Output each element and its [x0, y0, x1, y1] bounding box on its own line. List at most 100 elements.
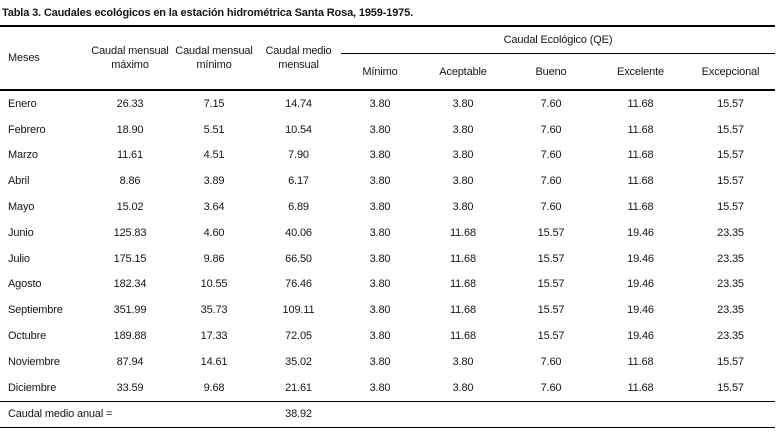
month-cell: Agosto: [8, 278, 42, 291]
value-cell: 11.68: [450, 252, 476, 265]
header-line: mínimo: [196, 59, 232, 71]
value-cell: 3.80: [369, 278, 391, 291]
value-cell: 3.80: [452, 381, 474, 394]
value-cell: 17.33: [200, 330, 228, 343]
value-cell: 175.15: [113, 252, 147, 265]
value-cell: 125.83: [113, 226, 147, 239]
value-cell: 189.88: [113, 330, 147, 343]
value-cell: 15.57: [717, 97, 744, 110]
value-cell: 3.80: [369, 355, 391, 368]
table-row: Junio 125.83 4.60 40.06 3.80 11.68 15.57…: [0, 220, 775, 246]
value-cell: 8.86: [119, 175, 141, 188]
col-header-caudal-minimo: Caudal mensual mínimo: [172, 26, 256, 91]
header-line: Caudal mensual: [91, 45, 169, 57]
value-cell: 19.46: [627, 252, 654, 265]
footer-label: Caudal medio anual =: [0, 400, 256, 428]
month-cell: Julio: [8, 252, 30, 265]
col-header-qe-minimo: Mínimo: [341, 53, 419, 91]
value-cell: 11.68: [627, 175, 654, 188]
value-cell: 351.99: [113, 304, 147, 317]
value-cell: 3.80: [369, 330, 391, 343]
value-cell: 11.68: [627, 355, 654, 368]
col-header-caudal-medio: Caudal medio mensual: [256, 26, 341, 91]
value-cell: 3.80: [369, 97, 391, 110]
header-line: Caudal mensual: [175, 45, 253, 57]
header-line: máximo: [111, 59, 149, 71]
value-cell: 23.35: [717, 252, 744, 265]
table-row: Marzo 11.61 4.51 7.90 3.80 3.80 7.60 11.…: [0, 143, 775, 169]
footer-empty-cells: [341, 400, 775, 428]
value-cell: 3.80: [452, 355, 474, 368]
value-cell: 3.80: [452, 201, 474, 214]
value-cell: 3.89: [203, 175, 225, 188]
month-cell: Junio: [8, 226, 34, 239]
value-cell: 7.60: [540, 381, 562, 394]
month-cell: Abril: [8, 175, 30, 188]
value-cell: 3.80: [369, 304, 391, 317]
value-cell: 33.59: [116, 381, 144, 394]
value-cell: 4.60: [203, 226, 225, 239]
value-cell: 3.80: [369, 226, 391, 239]
value-cell: 15.57: [717, 355, 744, 368]
value-cell: 182.34: [113, 278, 147, 291]
value-cell: 10.55: [200, 278, 228, 291]
value-cell: 11.68: [627, 201, 654, 214]
value-cell: 109.11: [282, 304, 315, 317]
value-cell: 6.17: [288, 175, 309, 188]
col-header-meses: Meses: [0, 26, 88, 91]
value-cell: 9.68: [203, 381, 225, 394]
value-cell: 10.54: [285, 123, 312, 136]
value-cell: 3.64: [203, 201, 225, 214]
value-cell: 11.68: [627, 123, 654, 136]
value-cell: 35.73: [200, 304, 228, 317]
value-cell: 15.57: [537, 226, 565, 239]
value-cell: 3.80: [369, 149, 391, 162]
value-cell: 40.06: [285, 226, 312, 239]
value-cell: 11.68: [450, 226, 476, 239]
table-row: Octubre 189.88 17.33 72.05 3.80 11.68 15…: [0, 323, 775, 349]
col-header-qe-aceptable: Aceptable: [419, 53, 507, 91]
value-cell: 19.46: [627, 304, 654, 317]
value-cell: 21.61: [285, 381, 312, 394]
value-cell: 9.86: [203, 252, 225, 265]
month-cell: Marzo: [8, 149, 38, 162]
value-cell: 7.60: [540, 97, 562, 110]
month-cell: Febrero: [8, 123, 46, 136]
table-caption: Tabla 3. Caudales ecológicos en la estac…: [2, 7, 414, 19]
value-cell: 7.60: [540, 201, 562, 214]
header-line: mensual: [278, 59, 319, 71]
value-cell: 7.15: [203, 97, 225, 110]
col-header-caudal-maximo: Caudal mensual máximo: [88, 26, 172, 91]
value-cell: 11.68: [627, 97, 654, 110]
value-cell: 23.35: [717, 278, 744, 291]
table-row: Mayo 15.02 3.64 6.89 3.80 3.80 7.60 11.6…: [0, 194, 775, 220]
value-cell: 19.46: [627, 226, 654, 239]
value-cell: 3.80: [369, 252, 391, 265]
month-cell: Septiembre: [8, 304, 63, 317]
value-cell: 5.51: [203, 123, 225, 136]
month-cell: Octubre: [8, 330, 47, 343]
col-header-qe-group: Caudal Ecológico (QE): [341, 26, 775, 54]
col-header-qe-bueno: Bueno: [507, 53, 595, 91]
value-cell: 26.33: [116, 97, 144, 110]
value-cell: 14.61: [200, 355, 228, 368]
table-row: Abril 8.86 3.89 6.17 3.80 3.80 7.60 11.6…: [0, 168, 775, 194]
value-cell: 15.57: [537, 330, 565, 343]
value-cell: 19.46: [627, 330, 654, 343]
col-header-qe-excelente: Excelente: [595, 53, 686, 91]
value-cell: 3.80: [452, 123, 474, 136]
value-cell: 15.57: [717, 123, 744, 136]
value-cell: 18.90: [116, 123, 144, 136]
table-row: Febrero 18.90 5.51 10.54 3.80 3.80 7.60 …: [0, 117, 775, 143]
value-cell: 3.80: [452, 97, 474, 110]
month-cell: Mayo: [8, 201, 35, 214]
value-cell: 11.61: [117, 149, 143, 162]
value-cell: 7.90: [288, 149, 309, 162]
value-cell: 15.57: [717, 381, 744, 394]
table-row: Noviembre 87.94 14.61 35.02 3.80 3.80 7.…: [0, 349, 775, 375]
value-cell: 4.51: [203, 149, 225, 162]
value-cell: 6.89: [288, 201, 309, 214]
value-cell: 23.35: [717, 226, 744, 239]
month-cell: Diciembre: [8, 381, 57, 394]
value-cell: 15.57: [717, 201, 744, 214]
